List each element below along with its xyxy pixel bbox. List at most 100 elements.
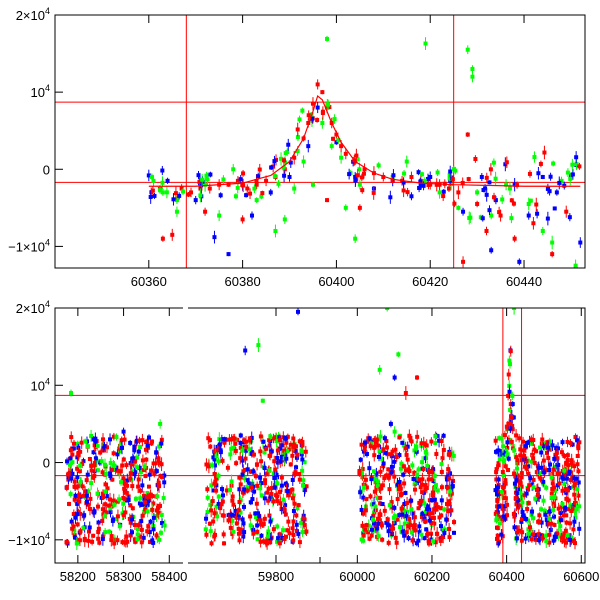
data-point-blue — [371, 521, 376, 526]
data-point-red — [557, 481, 562, 486]
data-point-green — [371, 517, 376, 522]
data-point-green — [210, 463, 215, 468]
data-point-red — [236, 531, 241, 536]
data-point-red — [210, 499, 215, 504]
data-point-blue — [233, 508, 238, 513]
data-point-red — [105, 445, 110, 450]
data-point-red — [221, 513, 226, 518]
data-point-green — [500, 197, 505, 202]
data-point-blue — [437, 438, 442, 443]
data-point-red — [447, 526, 452, 531]
data-point-red — [121, 457, 126, 462]
data-point-red — [173, 191, 178, 196]
data-point-red — [132, 537, 137, 542]
data-point-red — [92, 443, 97, 448]
data-point-red — [461, 259, 466, 264]
data-point-red — [384, 473, 389, 478]
data-point-red — [128, 533, 133, 538]
data-point-green — [117, 471, 122, 476]
data-point-red — [269, 492, 274, 497]
data-point-red — [294, 513, 299, 518]
data-point-red — [390, 449, 395, 454]
data-point-green — [499, 436, 504, 441]
data-point-blue — [268, 519, 273, 524]
data-point-blue — [567, 215, 572, 220]
data-point-green — [432, 474, 437, 479]
data-point-green — [130, 469, 135, 474]
data-point-red — [290, 453, 295, 458]
data-point-green — [295, 135, 300, 140]
data-point-green — [297, 117, 302, 122]
data-point-green — [565, 533, 570, 538]
data-point-blue — [420, 511, 425, 516]
data-point-green — [86, 444, 91, 449]
data-point-red — [203, 209, 208, 214]
data-point-red — [150, 493, 155, 498]
data-point-red — [228, 525, 233, 530]
data-point-green — [419, 532, 424, 537]
data-point-red — [393, 447, 398, 452]
data-point-red — [123, 510, 128, 515]
data-point-red — [90, 539, 95, 544]
data-point-red — [394, 454, 399, 459]
data-point-red — [292, 471, 297, 476]
data-point-blue — [367, 466, 372, 471]
data-point-green — [409, 507, 414, 512]
data-point-blue — [290, 478, 295, 483]
data-point-red — [382, 476, 387, 481]
data-point-blue — [299, 452, 304, 457]
data-point-blue — [401, 472, 406, 477]
data-point-green — [424, 451, 429, 456]
data-point-red — [371, 513, 376, 518]
data-point-red — [302, 523, 307, 528]
data-point-green — [209, 483, 214, 488]
y-tick-label: 104 — [31, 83, 50, 100]
data-point-blue — [361, 449, 366, 454]
data-point-blue — [572, 476, 577, 481]
data-point-green — [402, 510, 407, 515]
data-point-red — [514, 502, 519, 507]
data-point-blue — [248, 500, 253, 505]
data-point-red — [380, 537, 385, 542]
data-point-blue — [556, 462, 561, 467]
data-point-red — [140, 513, 145, 518]
data-point-blue — [245, 467, 250, 472]
data-point-red — [484, 175, 489, 180]
outlier-point-green — [392, 429, 397, 434]
data-point-red — [384, 439, 389, 444]
data-point-blue — [75, 455, 80, 460]
data-point-red — [565, 439, 570, 444]
data-point-red — [115, 538, 120, 543]
data-point-red — [563, 528, 568, 533]
data-point-red — [258, 449, 263, 454]
data-point-red — [220, 499, 225, 504]
data-point-red — [269, 486, 274, 491]
data-point-blue — [517, 259, 522, 264]
data-point-blue — [515, 498, 520, 503]
data-point-green — [108, 506, 113, 511]
data-point-green — [283, 160, 288, 165]
data-point-red — [75, 484, 80, 489]
data-point-red — [405, 457, 410, 462]
x-tick-label: 60420 — [412, 274, 448, 289]
data-point-blue — [377, 454, 382, 459]
data-point-red — [357, 205, 362, 210]
data-point-blue — [431, 467, 436, 472]
data-point-red — [264, 472, 269, 477]
data-point-red — [430, 470, 435, 475]
data-point-red — [304, 529, 309, 534]
data-point-red — [254, 501, 259, 506]
data-point-red — [325, 198, 330, 203]
data-point-red — [406, 524, 411, 529]
data-point-red — [493, 511, 498, 516]
data-point-green — [70, 460, 75, 465]
data-point-red — [495, 526, 500, 531]
x-tick-label: 58300 — [105, 569, 141, 584]
data-point-green — [353, 236, 358, 241]
data-point-red — [206, 464, 211, 469]
data-point-blue — [508, 426, 513, 431]
data-point-red — [494, 477, 499, 482]
x-tick-label: 60400 — [489, 569, 525, 584]
data-point-blue — [261, 439, 266, 444]
